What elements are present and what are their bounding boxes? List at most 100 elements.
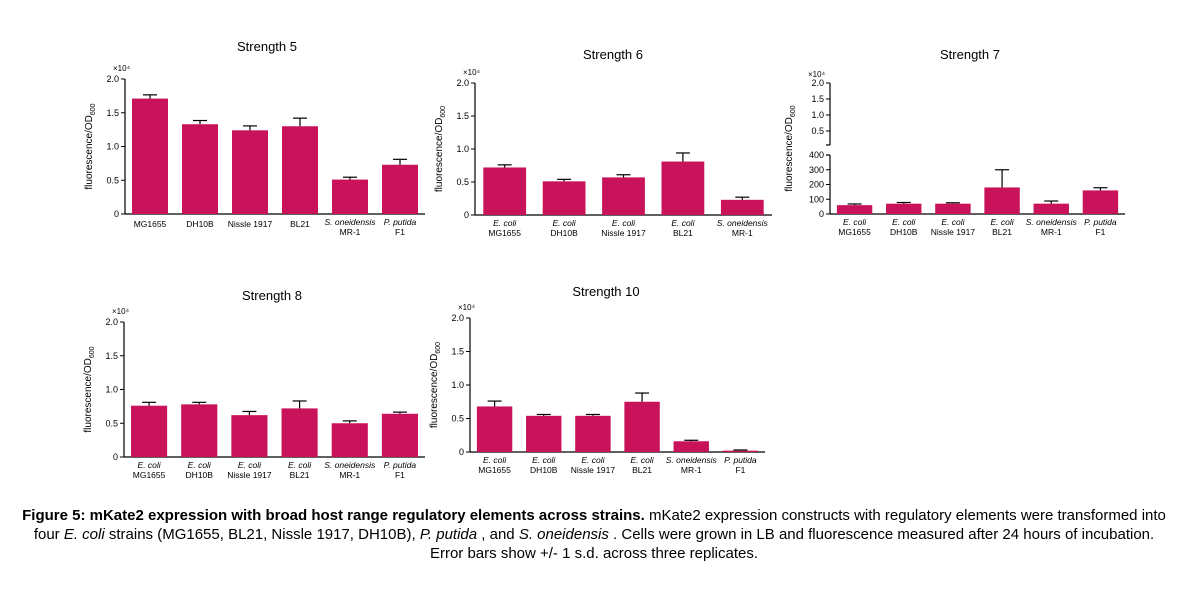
panel-3-bar-3 (281, 408, 318, 457)
panel-2-ytick-lower-label-4: 400 (809, 150, 824, 160)
panel-2-ytick-upper-label-0: 0.5 (811, 126, 824, 136)
caption-pputida: P. putida (419, 526, 478, 543)
panel-1-cat-1-species: E. coli (553, 218, 577, 228)
panel-1-bar-1 (542, 181, 586, 215)
panel-2-cat-0-strain: MG1655 (838, 227, 871, 237)
panel-4-bar-0 (476, 406, 513, 452)
caption-text-3: , and (477, 526, 519, 543)
panel-1-ytick-label-1: 0.5 (456, 177, 469, 187)
panel-2-cat-4-strain: MR-1 (1041, 227, 1062, 237)
panel-4-title: Strength 10 (572, 284, 639, 299)
panel-0-cat-5-species: P. putida (384, 217, 417, 227)
panel-1-ytick-label-3: 1.5 (456, 111, 469, 121)
panel-2-cat-1-species: E. coli (892, 217, 916, 227)
panel-2-bar-1 (886, 203, 922, 214)
panel-3-cat-0-species: E. coli (138, 460, 162, 470)
panel-3-cat-1-strain: DH10B (186, 470, 214, 480)
panel-2-bar-5 (1082, 190, 1119, 214)
panel-1-cat-4-species: S. oneidensis (717, 218, 769, 228)
figure-caption: Figure 5: mKate2 expression with broad h… (20, 506, 1168, 563)
panel-2-ytick-lower-label-1: 100 (809, 194, 824, 204)
panel-0-cat-3-strain: BL21 (290, 219, 310, 229)
caption-soneidensis: S. oneidensis (518, 526, 609, 543)
panel-3-y-multiplier: ×10⁴ (112, 307, 130, 316)
panel-4-ytick-label-4: 2.0 (451, 313, 464, 323)
panel-1-cat-3-species: E. coli (671, 218, 695, 228)
panel-2-ytick-upper-label-1: 1.0 (811, 110, 824, 120)
chart-panel-1: Strength 6 0 0.5 1.0 1.5 2.0×10⁴ fluorescence/… (434, 47, 772, 238)
panel-1-cat-3-strain: BL21 (673, 228, 693, 238)
panel-0-ytick-label-3: 1.5 (106, 108, 119, 118)
panel-2-bar-4 (1033, 203, 1069, 214)
panel-4-bar-2 (575, 415, 611, 452)
panel-2-ytick-upper-label-3: 2.0 (811, 78, 824, 88)
panel-3-cat-3-species: E. coli (288, 460, 312, 470)
panel-0-cat-0-strain: MG1655 (134, 219, 167, 229)
panel-4-cat-5-strain: F1 (735, 465, 745, 475)
panel-1-ylabel: fluorescence/OD600 (434, 106, 447, 192)
panel-0-cat-1-strain: DH10B (186, 219, 214, 229)
panel-4-cat-4-strain: MR-1 (681, 465, 702, 475)
panel-0-bar-4 (332, 179, 368, 214)
panel-3-ytick-label-2: 1.0 (105, 385, 118, 395)
panel-1-title: Strength 6 (583, 47, 643, 62)
panel-4-cat-1-strain: DH10B (530, 465, 558, 475)
panel-2-y-multiplier: ×10⁴ (808, 70, 826, 79)
caption-bold: Figure 5: mKate2 expression with broad h… (22, 507, 645, 524)
panel-0-cat-4-strain: MR-1 (340, 227, 361, 237)
panel-2-cat-5-species: P. putida (1084, 217, 1117, 227)
panel-3-cat-0-strain: MG1655 (133, 470, 166, 480)
panel-3-ylabel: fluorescence/OD600 (83, 346, 96, 432)
panel-0-y-multiplier: ×10⁴ (113, 64, 131, 73)
panel-4-cat-5-species: P. putida (724, 455, 757, 465)
panel-0-bar-2 (232, 130, 268, 214)
panel-0-title: Strength 5 (237, 39, 297, 54)
panel-4-ylabel: fluorescence/OD600 (429, 342, 442, 428)
panel-3-ytick-label-0: 0 (113, 452, 118, 462)
chart-panel-2: Strength 7 0.5 1.0 1.5 2.0 0 100 200 300 400 ×10⁴ f… (784, 47, 1125, 237)
panel-0-bar-5 (382, 164, 418, 214)
panel-2-ylabel: fluorescence/OD600 (784, 105, 797, 191)
panel-4-cat-0-strain: MG1655 (478, 465, 511, 475)
panel-1-cat-0-species: E. coli (493, 218, 517, 228)
panel-4-cat-1-species: E. coli (532, 455, 556, 465)
panel-2-bar-2 (935, 203, 971, 214)
chart-panel-0: Strength 5 0 0.5 1.0 1.5 2.0×10⁴ fluorescence/… (84, 39, 425, 237)
panel-0-ytick-label-0: 0 (114, 209, 119, 219)
panel-3-bar-4 (331, 423, 368, 457)
panel-4-cat-2-strain: Nissle 1917 (571, 465, 616, 475)
panel-3-cat-3-strain: BL21 (290, 470, 310, 480)
chart-panel-4: Strength 10 0 0.5 1.0 1.5 2.0×10⁴ fluorescence… (429, 284, 765, 475)
caption-text-2: strains (MG1655, BL21, Nissle 1917, DH10… (104, 526, 420, 543)
panel-2-ytick-lower-label-0: 0 (819, 209, 824, 219)
panel-3-cat-4-strain: MR-1 (339, 470, 360, 480)
panel-4-bar-4 (673, 441, 709, 452)
panel-0-ytick-label-1: 0.5 (106, 175, 119, 185)
panel-3-ytick-label-3: 1.5 (105, 351, 118, 361)
panel-3-cat-2-species: E. coli (238, 460, 262, 470)
panel-4-cat-0-species: E. coli (483, 455, 507, 465)
panel-3-cat-5-strain: F1 (395, 470, 405, 480)
panel-1-cat-2-strain: Nissle 1917 (601, 228, 646, 238)
panel-4-bar-5 (722, 450, 759, 452)
panel-4-cat-3-species: E. coli (631, 455, 655, 465)
panel-3-ytick-label-4: 2.0 (105, 317, 118, 327)
panel-2-title: Strength 7 (940, 47, 1000, 62)
panel-2-cat-3-strain: BL21 (992, 227, 1012, 237)
panel-4-ytick-label-1: 0.5 (451, 414, 464, 424)
panel-0-cat-2-strain: Nissle 1917 (228, 219, 273, 229)
panel-2-cat-0-species: E. coli (843, 217, 867, 227)
panel-2-ytick-upper-label-2: 1.5 (811, 94, 824, 104)
panel-2-cat-4-species: S. oneidensis (1026, 217, 1078, 227)
panel-4-ytick-label-0: 0 (459, 447, 464, 457)
panel-2-ytick-lower-label-3: 300 (809, 165, 824, 175)
caption-text-1: mKate2 expression constructs with regula… (33, 507, 1166, 543)
panel-2-cat-2-species: E. coli (941, 217, 965, 227)
panel-3-ytick-label-1: 0.5 (105, 418, 118, 428)
panel-1-cat-0-strain: MG1655 (488, 228, 521, 238)
panel-2-cat-3-species: E. coli (991, 217, 1015, 227)
panel-2-bar-0 (836, 205, 873, 214)
panel-1-ytick-label-0: 0 (464, 210, 469, 220)
panel-1-bar-3 (661, 161, 705, 215)
